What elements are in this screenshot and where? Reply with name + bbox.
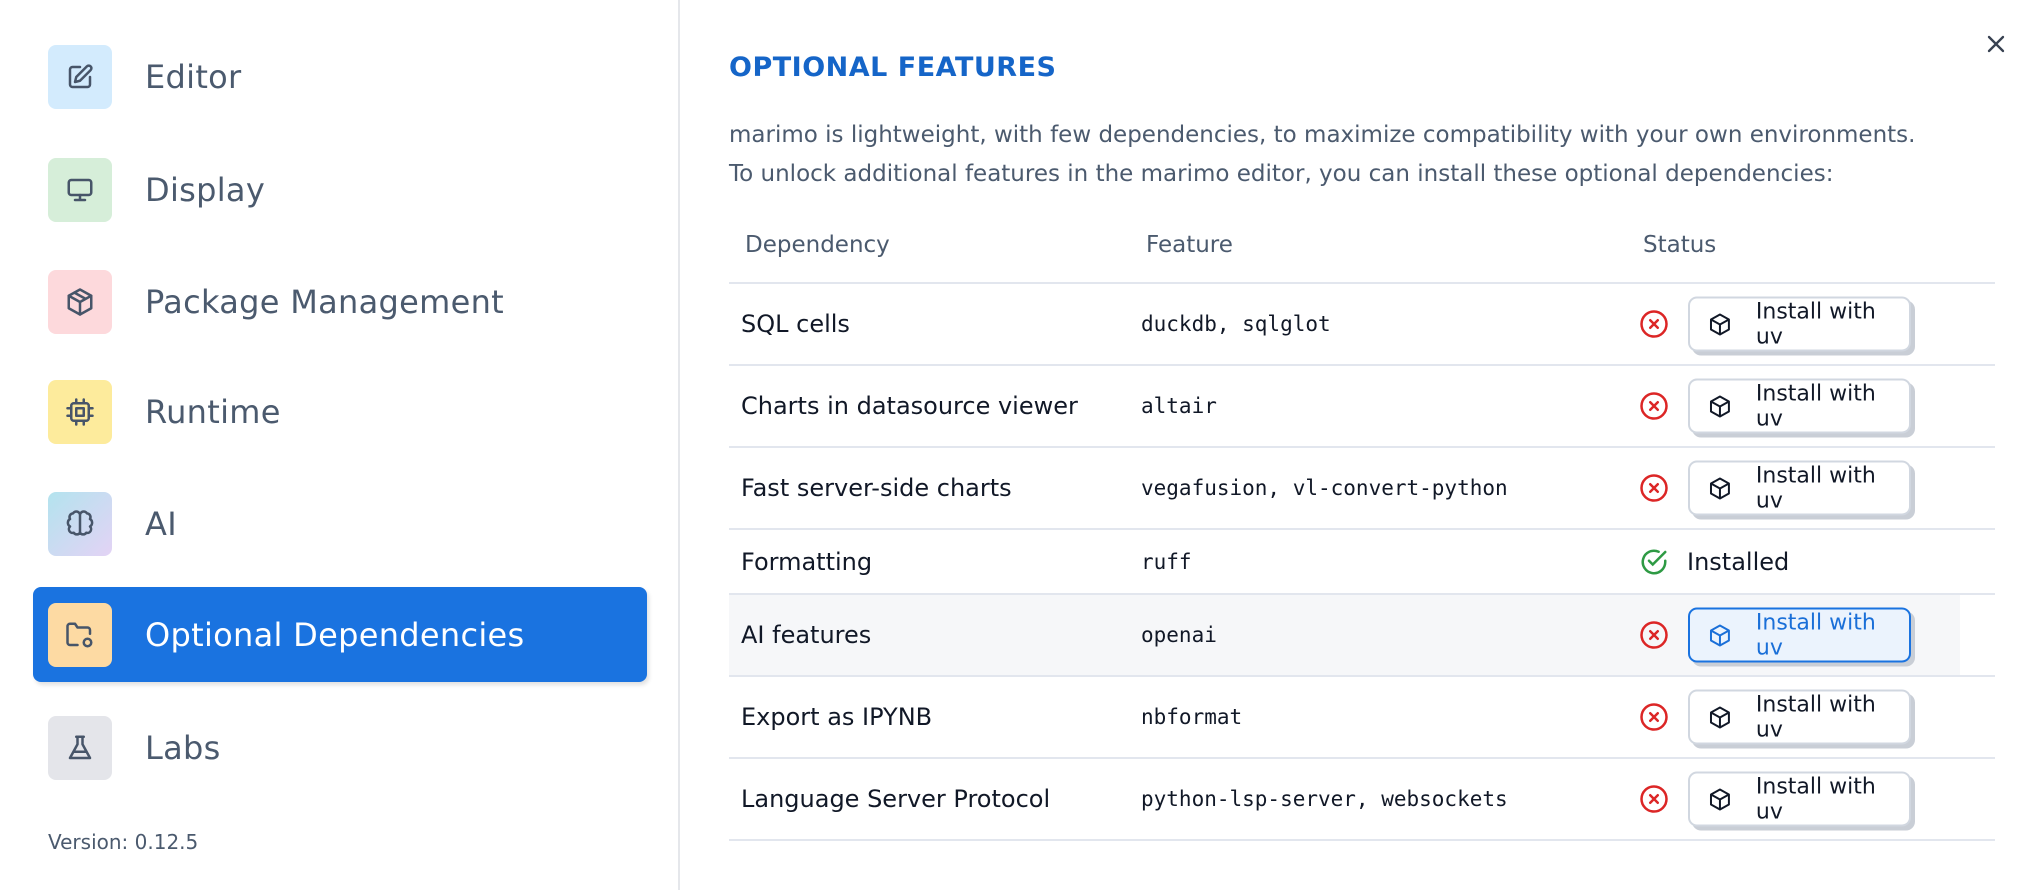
package-icon — [1709, 477, 1730, 499]
edit-icon — [68, 63, 93, 88]
sidebar-item-ai[interactable]: AI — [33, 476, 647, 571]
monitor-icon — [67, 178, 93, 201]
x-circle-icon — [1640, 785, 1668, 813]
folder-cog-icon-box — [48, 602, 112, 667]
feature-packages: nbformat — [1141, 705, 1243, 729]
button-label: Install with uv — [1755, 463, 1876, 513]
button-label: Install with uv — [1755, 692, 1876, 742]
check-circle-icon — [1641, 549, 1667, 574]
sidebar-item-label: Display — [145, 170, 266, 209]
dependencies-table: Dependency Feature Status SQL cells duckd… — [729, 220, 1995, 841]
installed-label: Installed — [1687, 547, 1790, 576]
install-with-uv-button[interactable]: Install with uv — [1688, 689, 1911, 745]
dependency-name: AI features — [741, 621, 872, 649]
install-with-uv-button[interactable]: Install with uv — [1688, 607, 1911, 663]
table-header: Dependency Feature Status — [729, 220, 1995, 284]
folder-cog-icon — [66, 622, 93, 647]
install-with-uv-button[interactable]: Install with uv — [1688, 771, 1911, 827]
sidebar-item-runtime[interactable]: Runtime — [33, 364, 647, 459]
sidebar-item-package-management[interactable]: Package Management — [33, 254, 647, 349]
description-line: marimo is lightweight, with few dependen… — [729, 122, 1916, 148]
package-icon — [1709, 395, 1730, 417]
package-icon — [1709, 706, 1730, 728]
header-feature: Feature — [1146, 232, 1233, 258]
install-with-uv-button[interactable]: Install with uv — [1688, 296, 1911, 352]
button-label: Install with uv — [1755, 610, 1876, 660]
flask-icon-box — [48, 715, 112, 780]
sidebar-item-label: Package Management — [145, 282, 505, 321]
table-row: SQL cells duckdb, sqlglot Install with uv — [729, 284, 1995, 366]
table-row: Formatting ruff Installed — [729, 530, 1995, 595]
dependency-name: SQL cells — [741, 310, 850, 338]
close-icon[interactable] — [1982, 30, 2010, 58]
edit-icon-box — [48, 44, 112, 109]
package-icon — [1709, 788, 1730, 810]
dependency-name: Export as IPYNB — [741, 703, 933, 731]
dependency-name: Formatting — [741, 547, 873, 576]
dependency-name: Charts in datasource viewer — [741, 392, 1078, 420]
feature-packages: altair — [1141, 394, 1217, 418]
page-title: OPTIONAL FEATURES — [729, 52, 1057, 83]
brain-icon — [66, 509, 94, 536]
feature-packages: ruff — [1141, 549, 1192, 574]
sidebar-item-label: Optional Dependencies — [145, 615, 525, 654]
flask-icon — [68, 735, 92, 759]
table-row: Fast server-side charts vegafusion, vl-co… — [729, 448, 1995, 530]
button-label: Install with uv — [1755, 774, 1876, 824]
x-circle-icon — [1640, 474, 1668, 502]
package-icon — [1709, 624, 1730, 646]
cpu-icon-box — [48, 379, 112, 444]
monitor-icon-box — [48, 157, 112, 222]
package-icon — [67, 287, 93, 316]
package-icon-box — [48, 269, 112, 334]
x-circle-icon — [1640, 703, 1668, 731]
dependency-name: Language Server Protocol — [741, 785, 1051, 813]
button-label: Install with uv — [1755, 381, 1876, 431]
feature-packages: openai — [1141, 623, 1217, 647]
x-circle-icon — [1640, 392, 1668, 420]
feature-packages: vegafusion, vl-convert-python — [1141, 476, 1508, 500]
install-with-uv-button[interactable]: Install with uv — [1688, 378, 1911, 434]
table-row: Language Server Protocol python-lsp-serve… — [729, 759, 1995, 841]
install-with-uv-button[interactable]: Install with uv — [1688, 460, 1911, 516]
sidebar-item-optional-dependencies[interactable]: Optional Dependencies — [33, 587, 647, 682]
feature-packages: duckdb, sqlglot — [1141, 312, 1331, 336]
sidebar-item-labs[interactable]: Labs — [33, 700, 647, 795]
table-row: Export as IPYNB nbformat Install with uv — [729, 677, 1995, 759]
sidebar-item-display[interactable]: Display — [33, 142, 647, 237]
settings-sidebar: Version: 0.12.5 Editor Display Package Man… — [0, 0, 680, 890]
dependency-name: Fast server-side charts — [741, 474, 1012, 502]
cpu-icon — [66, 397, 94, 426]
header-status: Status — [1643, 232, 1717, 258]
sidebar-item-editor[interactable]: Editor — [33, 29, 647, 124]
sidebar-item-label: Labs — [145, 728, 221, 767]
description-line: To unlock additional features in the mar… — [729, 161, 1834, 187]
button-label: Install with uv — [1755, 299, 1876, 349]
x-circle-icon — [1640, 621, 1668, 649]
header-dependency: Dependency — [745, 232, 890, 258]
x-circle-icon — [1640, 310, 1668, 338]
brain-icon-box — [48, 491, 112, 556]
feature-packages: python-lsp-server, websockets — [1141, 787, 1508, 811]
sidebar-item-label: Runtime — [145, 392, 281, 431]
sidebar-item-label: AI — [145, 504, 177, 543]
package-icon — [1709, 313, 1730, 335]
version-label: Version: 0.12.5 — [48, 830, 199, 854]
table-row: AI features openai Install with uv — [729, 595, 1995, 677]
table-row: Charts in datasource viewer altair Install… — [729, 366, 1995, 448]
sidebar-item-label: Editor — [145, 57, 242, 96]
description: marimo is lightweight, with few dependen… — [729, 116, 1915, 194]
